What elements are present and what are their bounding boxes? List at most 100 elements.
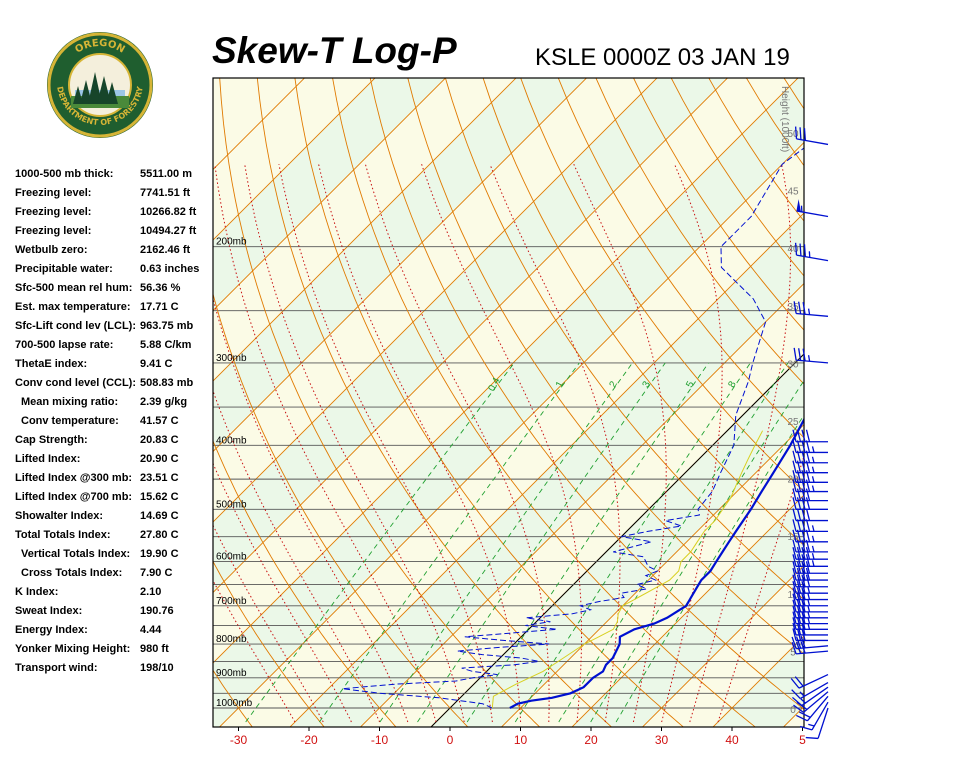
isotherm-band [213, 78, 804, 727]
mixing-ratio-line [245, 362, 515, 723]
barb-feather [792, 529, 797, 542]
wind-barb [794, 242, 829, 262]
wind-barbs [790, 126, 829, 740]
index-row: Transport wind: 198/10 [15, 662, 215, 681]
barb-feather [796, 519, 802, 532]
x-tick-label: 10 [514, 733, 528, 747]
mixing-ratio-label: 8 [726, 379, 739, 389]
sounding-traces [342, 147, 804, 709]
isobar-label: 500mb [216, 499, 247, 510]
wind-barb [799, 701, 829, 731]
dry-adiabat [792, 0, 960, 735]
index-label: Lifted Index: [15, 453, 81, 465]
moist-adiabat [244, 164, 465, 723]
barb-half-feather [808, 723, 815, 727]
index-value: 23.51 C [140, 472, 179, 484]
barb-feather [801, 429, 806, 442]
dry-adiabat [824, 0, 960, 735]
height-tick-label: 25 [787, 417, 799, 428]
moist-adiabat [364, 164, 550, 722]
barb-feather [805, 479, 811, 492]
dry-adiabat [219, 78, 541, 727]
index-value: 980 ft [140, 643, 169, 655]
index-row: Conv temperature: 41.57 C [15, 415, 215, 434]
x-tick-label: -10 [371, 733, 389, 747]
barb-feather [796, 547, 802, 560]
index-label: Energy Index: [15, 624, 88, 636]
dry-adiabat [444, 78, 804, 601]
index-value: 9.41 C [140, 358, 173, 370]
barb-feather [792, 611, 797, 624]
index-label: K Index: [15, 586, 59, 598]
barb-feather [793, 301, 797, 314]
wind-barb [792, 554, 828, 567]
wind-barb [791, 641, 829, 655]
index-value: 2.39 g/kg [140, 396, 188, 408]
index-value: 5.88 C/km [140, 339, 192, 351]
index-value: 7.90 C [140, 567, 173, 579]
index-value: 56.36 % [140, 282, 181, 294]
barb-half-feather [811, 466, 815, 473]
isobar-label: 800mb [216, 634, 247, 645]
barb-half-feather [811, 476, 815, 483]
barb-feather [795, 636, 802, 649]
index-value: 14.69 C [140, 510, 179, 522]
barb-feather [805, 440, 811, 453]
index-label: Conv temperature: [21, 415, 119, 427]
dry-adiabat [595, 78, 804, 385]
barb-feather [792, 605, 797, 618]
index-value: 2162.46 ft [140, 244, 191, 256]
mixing-ratio-line [379, 362, 633, 723]
height-axis-label: Height (1000ft) [779, 86, 790, 152]
index-value: 41.57 C [140, 415, 179, 427]
barb-feather [792, 440, 797, 453]
wind-barb [793, 347, 829, 364]
isotherm-line [359, 282, 804, 727]
barb-pennant [796, 199, 801, 212]
barb-feather [805, 497, 811, 510]
barb-feather [801, 479, 806, 492]
barb-feather [792, 554, 797, 567]
dry-adiabat [482, 78, 804, 546]
barb-half-feather [807, 611, 811, 618]
barb-half-feather [807, 617, 811, 624]
barb-feather [792, 450, 797, 463]
station-time-label: KSLE 0000Z 03 JAN 19 [535, 44, 790, 71]
barb-half-feather [807, 587, 811, 594]
index-value: 20.83 C [140, 434, 179, 446]
barb-feather [792, 429, 797, 442]
barb-feather [801, 488, 806, 501]
isobar-label: 400mb [216, 435, 247, 446]
wind-barb [792, 561, 828, 574]
barb-feather [790, 678, 800, 689]
index-value: 0.63 inches [140, 263, 200, 275]
index-value: 7741.51 ft [140, 187, 191, 199]
index-label: 1000-500 mb thick: [15, 168, 114, 180]
barb-feather [792, 587, 797, 600]
barb-feather [792, 567, 797, 581]
plot-frame [212, 77, 805, 728]
index-label: ThetaE index: [15, 358, 88, 370]
index-row: K Index: 2.10 [15, 586, 215, 605]
zero-isotherm [430, 353, 804, 727]
isotherm-line [641, 564, 804, 727]
barb-feather [801, 554, 806, 567]
index-label: Lifted Index @700 mb: [15, 491, 133, 503]
index-row: 700-500 lapse rate: 5.88 C/km [15, 339, 215, 358]
isobar-label: 300mb [216, 353, 247, 364]
barb-half-feather [811, 456, 815, 463]
barb-feather [805, 561, 811, 574]
index-value: 15.62 C [140, 491, 179, 503]
moist-adiabats [213, 163, 804, 723]
barb-feather [805, 736, 819, 740]
barb-feather [796, 479, 802, 492]
index-row: Lifted Index @300 mb: 23.51 C [15, 472, 215, 491]
moist-adiabat [661, 164, 723, 723]
wind-barb [790, 674, 829, 689]
dry-adiabat [633, 78, 804, 331]
isotherm-line [213, 78, 729, 594]
index-row: Cap Strength: 20.83 C [15, 434, 215, 453]
barb-feather [792, 470, 797, 483]
isotherm-line [846, 0, 960, 735]
